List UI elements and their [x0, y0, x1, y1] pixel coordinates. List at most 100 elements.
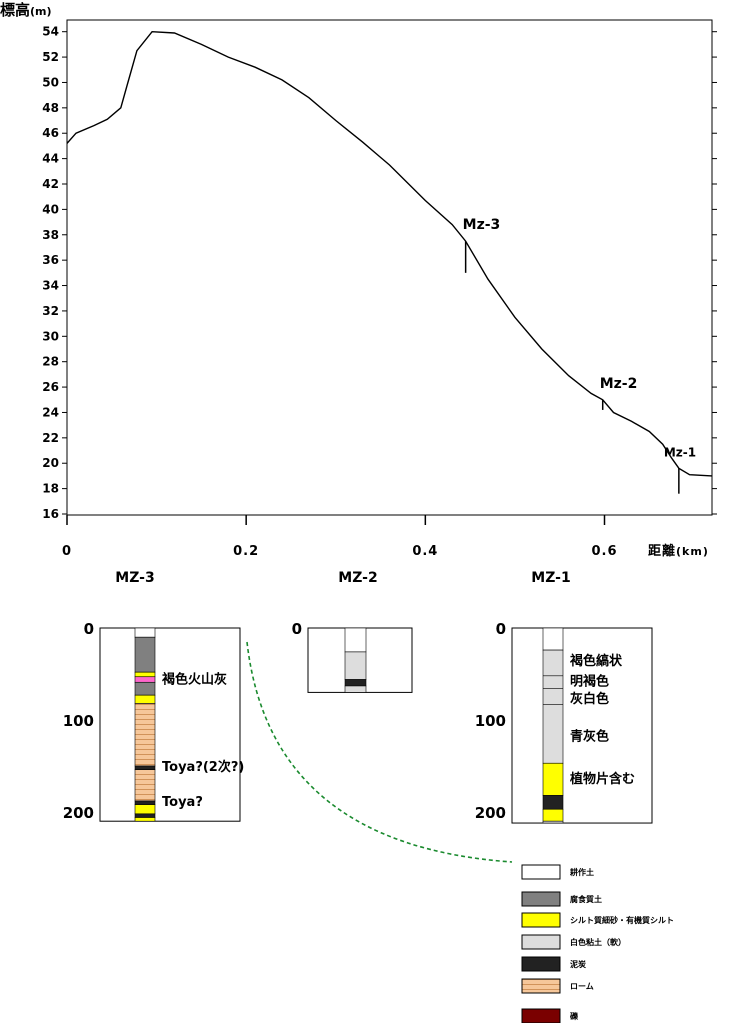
- soil-layer: [134, 769, 156, 802]
- y-tick-label: 48: [42, 101, 59, 115]
- legend-label: 白色粘土（軟）: [570, 937, 626, 947]
- legend-label: シルト質細砂・有機質シルト: [570, 915, 674, 925]
- y-tick-label: 30: [42, 329, 59, 343]
- y-tick-label: 16: [42, 507, 59, 521]
- legend-swatch: [521, 956, 561, 972]
- y-tick-label: 52: [42, 50, 59, 64]
- depth-tick-label: 200: [63, 804, 94, 822]
- y-tick-label: 26: [42, 380, 59, 394]
- soil-layer: [344, 651, 367, 680]
- legend-swatch: [521, 1008, 561, 1023]
- column-note: 青灰色: [570, 729, 609, 745]
- site-marker-label: Mz-2: [600, 376, 638, 392]
- x-axis-title: 距離(km): [648, 543, 709, 559]
- x-axis-ticks: 0 0.2 0.4 0.6: [62, 515, 617, 559]
- borehole-column-mz-2: MZ-2 0: [292, 570, 413, 693]
- plot-frame: [66, 19, 713, 516]
- soil-layer: [542, 627, 564, 651]
- depth-tick-label: 0: [292, 620, 302, 638]
- soil-layer: [134, 627, 156, 638]
- borehole-column-mz-3: MZ-3 0 100 200 褐色火山灰 Toya?(2次?) Toya?: [63, 570, 245, 822]
- soil-layer: [344, 679, 367, 687]
- legend-label: 腐食質土: [570, 894, 602, 904]
- y-tick-label: 54: [42, 25, 59, 39]
- x-tick-label: 0.4: [412, 544, 438, 559]
- soil-layer: [134, 813, 156, 818]
- soil-layer: [542, 649, 564, 764]
- soil-layer: [542, 808, 564, 822]
- legend-label: 耕作土: [569, 867, 594, 877]
- elevation-profile-line: [66, 30, 713, 477]
- legend-swatch: [521, 934, 561, 950]
- column-frame: [511, 627, 653, 824]
- y-tick-label: 50: [42, 75, 59, 89]
- soil-layer: [134, 694, 156, 704]
- y-axis-title: 標高(m): [0, 1, 52, 19]
- column-note: 褐色縞状: [569, 653, 623, 669]
- legend-swatch: [521, 891, 561, 907]
- soil-layer: [134, 676, 156, 683]
- y-tick-label: 42: [42, 177, 59, 191]
- column-note: 褐色火山灰: [161, 672, 227, 688]
- site-markers: Mz-3 Mz-2 Mz-1: [463, 217, 696, 494]
- depth-tick-label: 0: [496, 620, 506, 638]
- soil-layer: [134, 800, 156, 805]
- soil-layer: [134, 703, 156, 767]
- column-note: Toya?(2次?): [162, 759, 244, 775]
- column-note: 灰白色: [570, 691, 609, 707]
- column-note: Toya?: [162, 795, 203, 810]
- soil-layer: [134, 671, 156, 678]
- legend-label: ローム: [570, 982, 594, 991]
- soil-layer: [134, 681, 156, 696]
- y-tick-label: 44: [42, 152, 59, 166]
- y-tick-label: 22: [42, 431, 59, 445]
- legend-swatch: [521, 912, 561, 928]
- column-note: 明褐色: [570, 673, 609, 689]
- soil-layer: [542, 795, 564, 810]
- y-tick-label: 28: [42, 355, 59, 369]
- borehole-columns: MZ-30100200褐色火山灰Toya?(2次?)Toya?MZ-20MZ-1…: [63, 570, 653, 824]
- y-axis-title-text: 標高: [0, 1, 30, 19]
- column-name: MZ-3: [115, 570, 154, 586]
- depth-tick-label: 200: [475, 804, 506, 822]
- x-tick-label: 0.2: [233, 544, 259, 559]
- y-tick-label: 24: [42, 405, 59, 419]
- soil-layer: [134, 636, 156, 673]
- x-tick-label: 0.6: [591, 544, 617, 559]
- column-name: MZ-1: [531, 570, 570, 586]
- depth-tick-label: 100: [475, 712, 506, 730]
- correlation-connector: [246, 641, 513, 863]
- legend-label: 泥炭: [570, 959, 586, 969]
- soil-layer: [134, 765, 156, 770]
- y-tick-label: 18: [42, 482, 59, 496]
- site-marker-label: Mz-1: [664, 445, 696, 459]
- column-note: 植物片含む: [569, 771, 635, 787]
- soil-layer: [542, 820, 564, 824]
- legend-swatch: [521, 978, 561, 994]
- x-axis-title-text: 距離: [648, 543, 676, 559]
- y-tick-label: 36: [42, 253, 59, 267]
- x-tick-label: 0: [62, 544, 72, 559]
- legend-label: 礫: [570, 1011, 579, 1021]
- y-tick-label: 40: [42, 202, 59, 216]
- y-tick-label: 32: [42, 304, 59, 318]
- y-tick-label: 46: [42, 126, 59, 140]
- elevation-profile-chart: 標高(m) 16 18 20 22 24 26 28 30 32 34 36 38 40 42 44 46 48…: [0, 1, 717, 559]
- soil-layer: [344, 685, 367, 693]
- depth-tick-label: 0: [84, 620, 94, 638]
- y-axis-ticks: 16 18 20 22 24 26 28 30 32 34 36 38 40 42 44 46 48 50 52 54: [42, 25, 717, 521]
- y-axis-title-unit: (m): [30, 5, 52, 18]
- soil-layer: [344, 627, 367, 653]
- legend-swatch: [521, 864, 561, 880]
- column-name: MZ-2: [338, 570, 377, 586]
- column-frame: [99, 627, 241, 822]
- soil-layer: [134, 804, 156, 815]
- x-axis-title-unit: (km): [676, 545, 709, 558]
- y-tick-label: 38: [42, 228, 59, 242]
- y-tick-label: 34: [42, 279, 59, 293]
- soil-layer: [542, 762, 564, 796]
- soil-layer: [134, 817, 156, 822]
